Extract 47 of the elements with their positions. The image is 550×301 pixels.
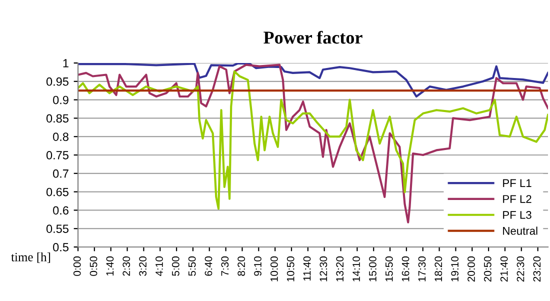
legend-label: PF L3 <box>503 211 532 219</box>
x-tick-label: 10:50 <box>286 256 294 282</box>
legend-label: PF L2 <box>503 195 532 203</box>
y-tick-label: 0.9 <box>53 96 68 104</box>
chart-title: Power factor <box>264 30 362 44</box>
x-tick-label: 9:10 <box>254 256 262 276</box>
x-tick-label: 20:00 <box>468 256 475 282</box>
x-tick-label: 12:30 <box>320 256 328 282</box>
x-tick-label: 3:20 <box>139 256 146 276</box>
y-tick-label: 0.55 <box>46 224 68 233</box>
x-tick-label: 6:40 <box>204 256 212 276</box>
x-tick-label: 17:30 <box>418 256 426 282</box>
x-tick-label: 13:20 <box>336 256 344 282</box>
y-tick-label: 0.7 <box>53 169 68 178</box>
x-tick-label: 14:10 <box>352 256 360 282</box>
x-tick-label: 22:30 <box>516 256 524 282</box>
y-tick-label: 0.95 <box>46 77 68 86</box>
legend-label: PF L1 <box>503 179 532 187</box>
x-tick-label: 5:00 <box>172 256 180 276</box>
y-tick-label: 0.75 <box>46 151 68 160</box>
legend-label: Neutral <box>503 226 538 235</box>
x-tick-label: 16:40 <box>402 256 410 282</box>
x-axis-title: time [h] <box>11 252 50 263</box>
x-tick-label: 0:50 <box>90 256 98 276</box>
x-tick-label: 10:00 <box>270 256 278 282</box>
x-tick-label: 7:30 <box>221 256 229 276</box>
x-tick-label: 1:40 <box>106 256 114 276</box>
x-tick-label: 18:20 <box>434 256 442 282</box>
x-tick-label: 15:50 <box>385 256 393 282</box>
x-tick-label: 0:00 <box>73 256 81 276</box>
x-tick-label: 21:40 <box>500 256 508 282</box>
y-tick-label: 0.85 <box>46 114 68 123</box>
x-tick-label: 11:40 <box>303 256 311 281</box>
x-tick-label: 19:10 <box>451 256 459 282</box>
x-tick-label: 20:50 <box>484 256 492 282</box>
x-tick-label: 23:20 <box>533 256 541 282</box>
x-tick-label: 15:00 <box>369 256 376 282</box>
y-tick-label: 0.65 <box>46 188 68 196</box>
x-tick-label: 2:30 <box>122 256 130 276</box>
y-tick-label: 0.5 <box>53 243 68 252</box>
x-tick-label: 5:50 <box>188 256 196 276</box>
x-tick-label: 8:20 <box>238 256 246 276</box>
line-series <box>78 63 548 98</box>
y-tick-label: 0.6 <box>53 206 68 215</box>
x-tick-label: 4:10 <box>156 256 163 276</box>
y-tick-label: 1 <box>63 59 68 68</box>
y-tick-label: 0.8 <box>53 132 68 141</box>
